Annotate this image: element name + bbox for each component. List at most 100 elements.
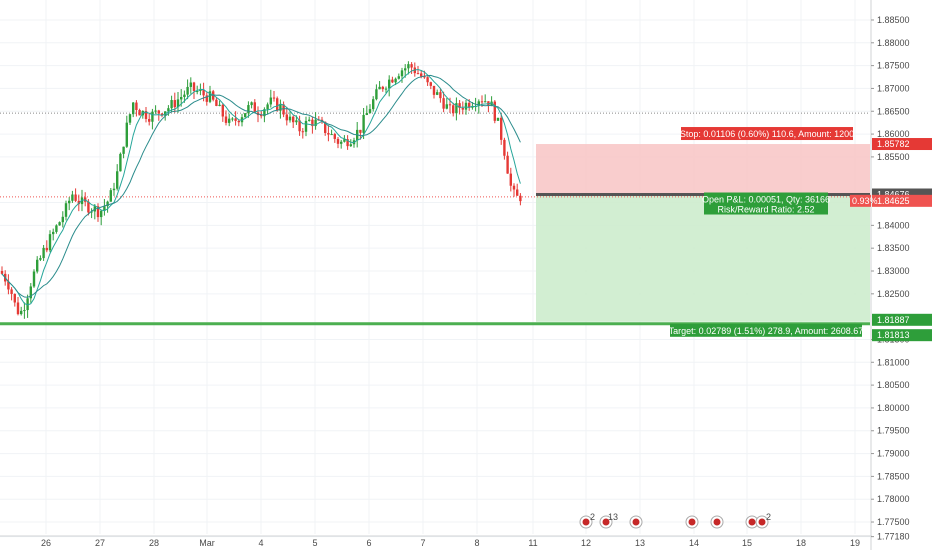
price-axis: 1.88500 1.88000 1.87500 1.87000 1.86500 1.860…: [871, 15, 910, 542]
candle-body: [439, 92, 442, 99]
price-axis-label: 1.77180: [877, 532, 910, 542]
candle-body: [231, 118, 234, 120]
price-axis-label: 1.82500: [877, 289, 910, 299]
candle-body: [247, 105, 250, 114]
price-axis-label: 1.85500: [877, 152, 910, 162]
price-axis-label: 1.87000: [877, 83, 910, 93]
price-axis-label: 1.83500: [877, 243, 910, 253]
time-axis-label: 11: [528, 538, 537, 548]
candle-body: [324, 121, 327, 133]
candle-body: [362, 114, 365, 133]
candle-body: [327, 132, 330, 135]
candle-body: [381, 86, 384, 90]
candle-body: [106, 201, 109, 207]
candle-body: [436, 92, 439, 95]
candle-body: [100, 210, 103, 218]
candle-body: [458, 103, 461, 108]
event-flag-dot-icon: [632, 518, 640, 526]
event-count-badge: 13: [608, 512, 618, 522]
time-axis-label: 7: [420, 538, 425, 548]
candle-body: [314, 119, 317, 127]
event-flag-dot-icon: [582, 518, 590, 526]
candle-body: [410, 64, 413, 68]
candle-body: [288, 116, 292, 121]
candle-body: [61, 216, 64, 223]
candle-body: [16, 302, 20, 315]
candle-body: [343, 139, 346, 142]
candle-body: [244, 113, 247, 118]
candle-body: [285, 114, 288, 121]
candle-body: [77, 200, 80, 205]
candle-body: [336, 138, 340, 144]
candle-body: [464, 102, 468, 110]
candle-body: [506, 155, 509, 174]
candle-body: [128, 114, 132, 123]
target-info-text: Target: 0.02789 (1.51%) 278.9, Amount: 2…: [669, 326, 864, 336]
candle-body: [461, 107, 464, 110]
candle-body: [180, 97, 183, 100]
candle-body: [298, 120, 301, 132]
candle-body: [429, 82, 432, 86]
candle-body: [176, 99, 180, 108]
candle-body: [48, 234, 52, 251]
candle-body: [484, 101, 487, 103]
candle-body: [397, 76, 400, 79]
candle-body: [52, 231, 55, 235]
candle-body: [500, 117, 503, 140]
candle-body: [368, 109, 372, 114]
entry-price-tag: [872, 194, 932, 207]
candle-body: [135, 102, 138, 111]
candle-body: [372, 99, 375, 110]
candle-body: [183, 94, 186, 98]
candle-body: [253, 102, 256, 113]
candle-body: [23, 310, 26, 312]
candle-body: [20, 310, 23, 315]
time-axis-label: 15: [742, 538, 752, 548]
price-axis-label: 1.77500: [877, 517, 910, 527]
stop-info-box: [681, 127, 853, 141]
current-price-tag-text: 1.84676: [877, 190, 910, 200]
candle-body: [154, 110, 157, 112]
candle-body: [199, 89, 202, 92]
target-price-tag: [872, 313, 932, 326]
time-axis-label: 5: [312, 538, 317, 548]
candle-body: [263, 109, 266, 117]
candle-body: [68, 200, 71, 204]
time-axis-label: 13: [635, 538, 645, 548]
candle-body: [32, 271, 36, 287]
time-axis-label: 27: [95, 538, 105, 548]
time-axis-label: 18: [796, 538, 806, 548]
candle-body: [186, 86, 189, 95]
candle-body: [74, 194, 77, 201]
price-axis-label: 1.88500: [877, 15, 910, 25]
price-axis-label: 1.78500: [877, 471, 910, 481]
stop-price-tag-text: 1.85782: [877, 139, 910, 149]
candle-body: [192, 82, 196, 92]
candle-body: [365, 113, 368, 115]
candle-body: [13, 293, 16, 303]
event-flag-dot-icon: [748, 518, 756, 526]
candle-body: [160, 113, 164, 116]
ma-slow-line: [1, 74, 521, 298]
candle-body: [359, 129, 362, 133]
candle-body: [340, 141, 343, 144]
candle-body: [167, 108, 170, 112]
time-axis-label: 6: [366, 538, 371, 548]
candle-body: [260, 115, 263, 117]
pnl-info-text: Open P&L: 0.00051, Qty: 36166: [702, 195, 830, 205]
candle-body: [426, 77, 429, 83]
candle-body: [304, 120, 308, 132]
candle-body: [442, 98, 445, 109]
candle-body: [202, 89, 205, 96]
candle-body: [276, 98, 279, 111]
price-axis-label: 1.86500: [877, 106, 910, 116]
candle-body: [7, 281, 10, 290]
candle-body: [55, 225, 58, 232]
candle-body: [471, 106, 474, 108]
candle-body: [122, 146, 125, 154]
candle-body: [36, 259, 39, 272]
candle-body: [346, 139, 349, 147]
time-axis-label: 19: [850, 538, 860, 548]
candle-body: [420, 73, 423, 77]
